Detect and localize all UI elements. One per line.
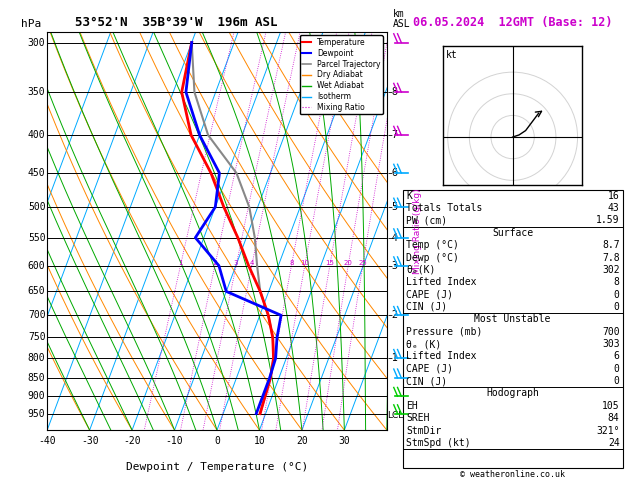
Text: 30: 30 (338, 436, 350, 446)
Text: 10: 10 (253, 436, 265, 446)
Text: 53°52'N  35B°39'W  196m ASL: 53°52'N 35B°39'W 196m ASL (75, 16, 277, 29)
Text: 8: 8 (614, 277, 620, 287)
Text: 850: 850 (28, 373, 45, 383)
Text: CAPE (J): CAPE (J) (406, 290, 454, 299)
Text: Pressure (mb): Pressure (mb) (406, 327, 482, 337)
Text: θₑ (K): θₑ (K) (406, 339, 442, 349)
Legend: Temperature, Dewpoint, Parcel Trajectory, Dry Adiabat, Wet Adiabat, Isotherm, Mi: Temperature, Dewpoint, Parcel Trajectory… (299, 35, 383, 114)
Text: 600: 600 (28, 260, 45, 271)
Text: -30: -30 (81, 436, 99, 446)
Text: hPa: hPa (21, 19, 41, 29)
Text: Surface: Surface (492, 228, 533, 238)
Text: θₑ(K): θₑ(K) (406, 265, 436, 275)
Text: 450: 450 (28, 168, 45, 178)
Text: 650: 650 (28, 286, 45, 296)
Text: -10: -10 (165, 436, 184, 446)
Text: 302: 302 (602, 265, 620, 275)
Text: 400: 400 (28, 130, 45, 140)
Text: PW (cm): PW (cm) (406, 215, 447, 226)
Text: –1: –1 (387, 353, 398, 363)
Text: 20: 20 (343, 260, 353, 266)
Text: -40: -40 (38, 436, 56, 446)
Text: 1.59: 1.59 (596, 215, 620, 226)
Text: 10: 10 (300, 260, 309, 266)
Text: –8: –8 (387, 87, 398, 97)
Text: –3: –3 (387, 260, 398, 271)
Text: 900: 900 (28, 391, 45, 401)
Text: Dewp (°C): Dewp (°C) (406, 253, 459, 262)
Text: 0: 0 (614, 290, 620, 299)
Text: 16: 16 (608, 191, 620, 201)
Text: Lifted Index: Lifted Index (406, 277, 477, 287)
Text: StmDir: StmDir (406, 426, 442, 435)
Text: Temp (°C): Temp (°C) (406, 240, 459, 250)
Text: 6: 6 (614, 351, 620, 362)
Text: EH: EH (406, 401, 418, 411)
Text: 24: 24 (608, 438, 620, 448)
Text: 0: 0 (214, 436, 220, 446)
Text: 8.7: 8.7 (602, 240, 620, 250)
Text: © weatheronline.co.uk: © weatheronline.co.uk (460, 470, 565, 479)
Text: 800: 800 (28, 353, 45, 363)
Text: 15: 15 (325, 260, 334, 266)
Text: 06.05.2024  12GMT (Base: 12): 06.05.2024 12GMT (Base: 12) (413, 16, 613, 29)
Text: 1: 1 (178, 260, 182, 266)
Text: 700: 700 (602, 327, 620, 337)
Text: CAPE (J): CAPE (J) (406, 364, 454, 374)
Text: 43: 43 (608, 203, 620, 213)
Text: 300: 300 (28, 37, 45, 48)
Text: 105: 105 (602, 401, 620, 411)
Text: Lifted Index: Lifted Index (406, 351, 477, 362)
Text: Dewpoint / Temperature (°C): Dewpoint / Temperature (°C) (126, 462, 308, 472)
Text: 2: 2 (213, 260, 217, 266)
Text: StmSpd (kt): StmSpd (kt) (406, 438, 471, 448)
Text: LCL: LCL (387, 411, 403, 420)
Text: 20: 20 (296, 436, 308, 446)
Text: kt: kt (446, 51, 458, 60)
Text: 4: 4 (250, 260, 254, 266)
Text: 0: 0 (614, 302, 620, 312)
Text: 950: 950 (28, 409, 45, 418)
Text: 3: 3 (234, 260, 238, 266)
Text: –6: –6 (387, 168, 398, 178)
Text: 0: 0 (614, 376, 620, 386)
Text: km
ASL: km ASL (393, 9, 411, 29)
Text: Most Unstable: Most Unstable (474, 314, 551, 324)
Text: –7: –7 (387, 130, 398, 140)
Text: 700: 700 (28, 310, 45, 320)
Text: 750: 750 (28, 332, 45, 343)
Text: SREH: SREH (406, 413, 430, 423)
Text: –5: –5 (387, 202, 398, 212)
Text: 550: 550 (28, 233, 45, 243)
Text: CIN (J): CIN (J) (406, 376, 447, 386)
Text: 500: 500 (28, 202, 45, 212)
Text: 25: 25 (359, 260, 367, 266)
Text: Totals Totals: Totals Totals (406, 203, 482, 213)
Text: 321°: 321° (596, 426, 620, 435)
Text: –4: –4 (387, 233, 398, 243)
Text: Mixing Ratio (g/kg): Mixing Ratio (g/kg) (413, 188, 421, 274)
Text: 8: 8 (289, 260, 294, 266)
Text: 303: 303 (602, 339, 620, 349)
Text: 350: 350 (28, 87, 45, 97)
Text: 84: 84 (608, 413, 620, 423)
Text: -20: -20 (123, 436, 141, 446)
Text: 0: 0 (614, 364, 620, 374)
Text: CIN (J): CIN (J) (406, 302, 447, 312)
Text: –2: –2 (387, 310, 398, 320)
Text: 7.8: 7.8 (602, 253, 620, 262)
Text: Hodograph: Hodograph (486, 388, 539, 399)
Text: K: K (406, 191, 412, 201)
